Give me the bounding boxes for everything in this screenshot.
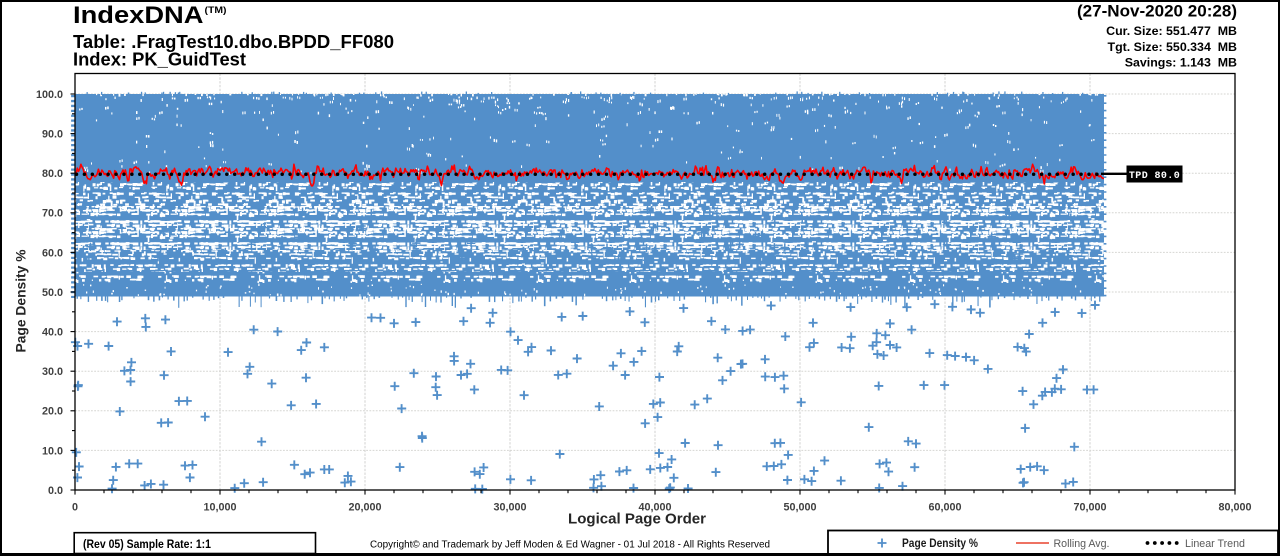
svg-text:0: 0 xyxy=(72,502,78,514)
svg-text:60.0: 60.0 xyxy=(42,247,63,259)
svg-text:30,000: 30,000 xyxy=(493,502,526,514)
svg-text:20,000: 20,000 xyxy=(348,502,381,514)
svg-text:40,000: 40,000 xyxy=(638,502,671,514)
svg-text:80.0: 80.0 xyxy=(42,168,63,180)
svg-text:Rolling Avg.: Rolling Avg. xyxy=(1054,538,1110,550)
svg-text:10,000: 10,000 xyxy=(203,502,236,514)
svg-text:70.0: 70.0 xyxy=(42,208,63,220)
svg-text:0.0: 0.0 xyxy=(48,485,63,497)
svg-text:30.0: 30.0 xyxy=(42,366,63,378)
svg-text:100.0: 100.0 xyxy=(36,89,63,101)
svg-text:40.0: 40.0 xyxy=(42,327,63,339)
svg-text:70,000: 70,000 xyxy=(1073,502,1106,514)
svg-text:(Rev 05) Sample Rate: 1:1: (Rev 05) Sample Rate: 1:1 xyxy=(83,539,212,551)
svg-text:90.0: 90.0 xyxy=(42,129,63,141)
svg-text:Page Density %: Page Density % xyxy=(902,538,978,550)
svg-text:Index: PK_GuidTest: Index: PK_GuidTest xyxy=(73,49,246,70)
svg-text:20.0: 20.0 xyxy=(42,406,63,418)
svg-text:80,000: 80,000 xyxy=(1218,502,1251,514)
svg-text:60,000: 60,000 xyxy=(928,502,961,514)
svg-text:50,000: 50,000 xyxy=(783,502,816,514)
svg-text:10.0: 10.0 xyxy=(42,445,63,457)
svg-text:Table: .FragTest10.dbo.BPDD_FF: Table: .FragTest10.dbo.BPDD_FF080 xyxy=(73,31,394,52)
svg-text:Copyright© and Trademark by J: Copyright© and Trademark by Jeff Moden &… xyxy=(370,539,770,550)
svg-text:Savings: 1.143 MB: Savings: 1.143 MB xyxy=(1125,56,1237,70)
svg-text:(27-Nov-2020 20:28): (27-Nov-2020 20:28) xyxy=(1077,1,1237,20)
svg-text:Cur. Size: 551.477 MB: Cur. Size: 551.477 MB xyxy=(1106,24,1237,38)
svg-text:Tgt. Size: 550.334 MB: Tgt. Size: 550.334 MB xyxy=(1108,40,1238,54)
svg-text:50.0: 50.0 xyxy=(42,287,63,299)
svg-text:TPD 80.0: TPD 80.0 xyxy=(1129,171,1180,182)
svg-text:Page Density %: Page Density % xyxy=(14,250,29,353)
svg-text:(TM): (TM) xyxy=(205,5,227,16)
svg-text:IndexDNA: IndexDNA xyxy=(73,2,204,29)
svg-text:Logical Page Order: Logical Page Order xyxy=(568,512,706,528)
svg-text:Linear Trend: Linear Trend xyxy=(1185,538,1245,550)
